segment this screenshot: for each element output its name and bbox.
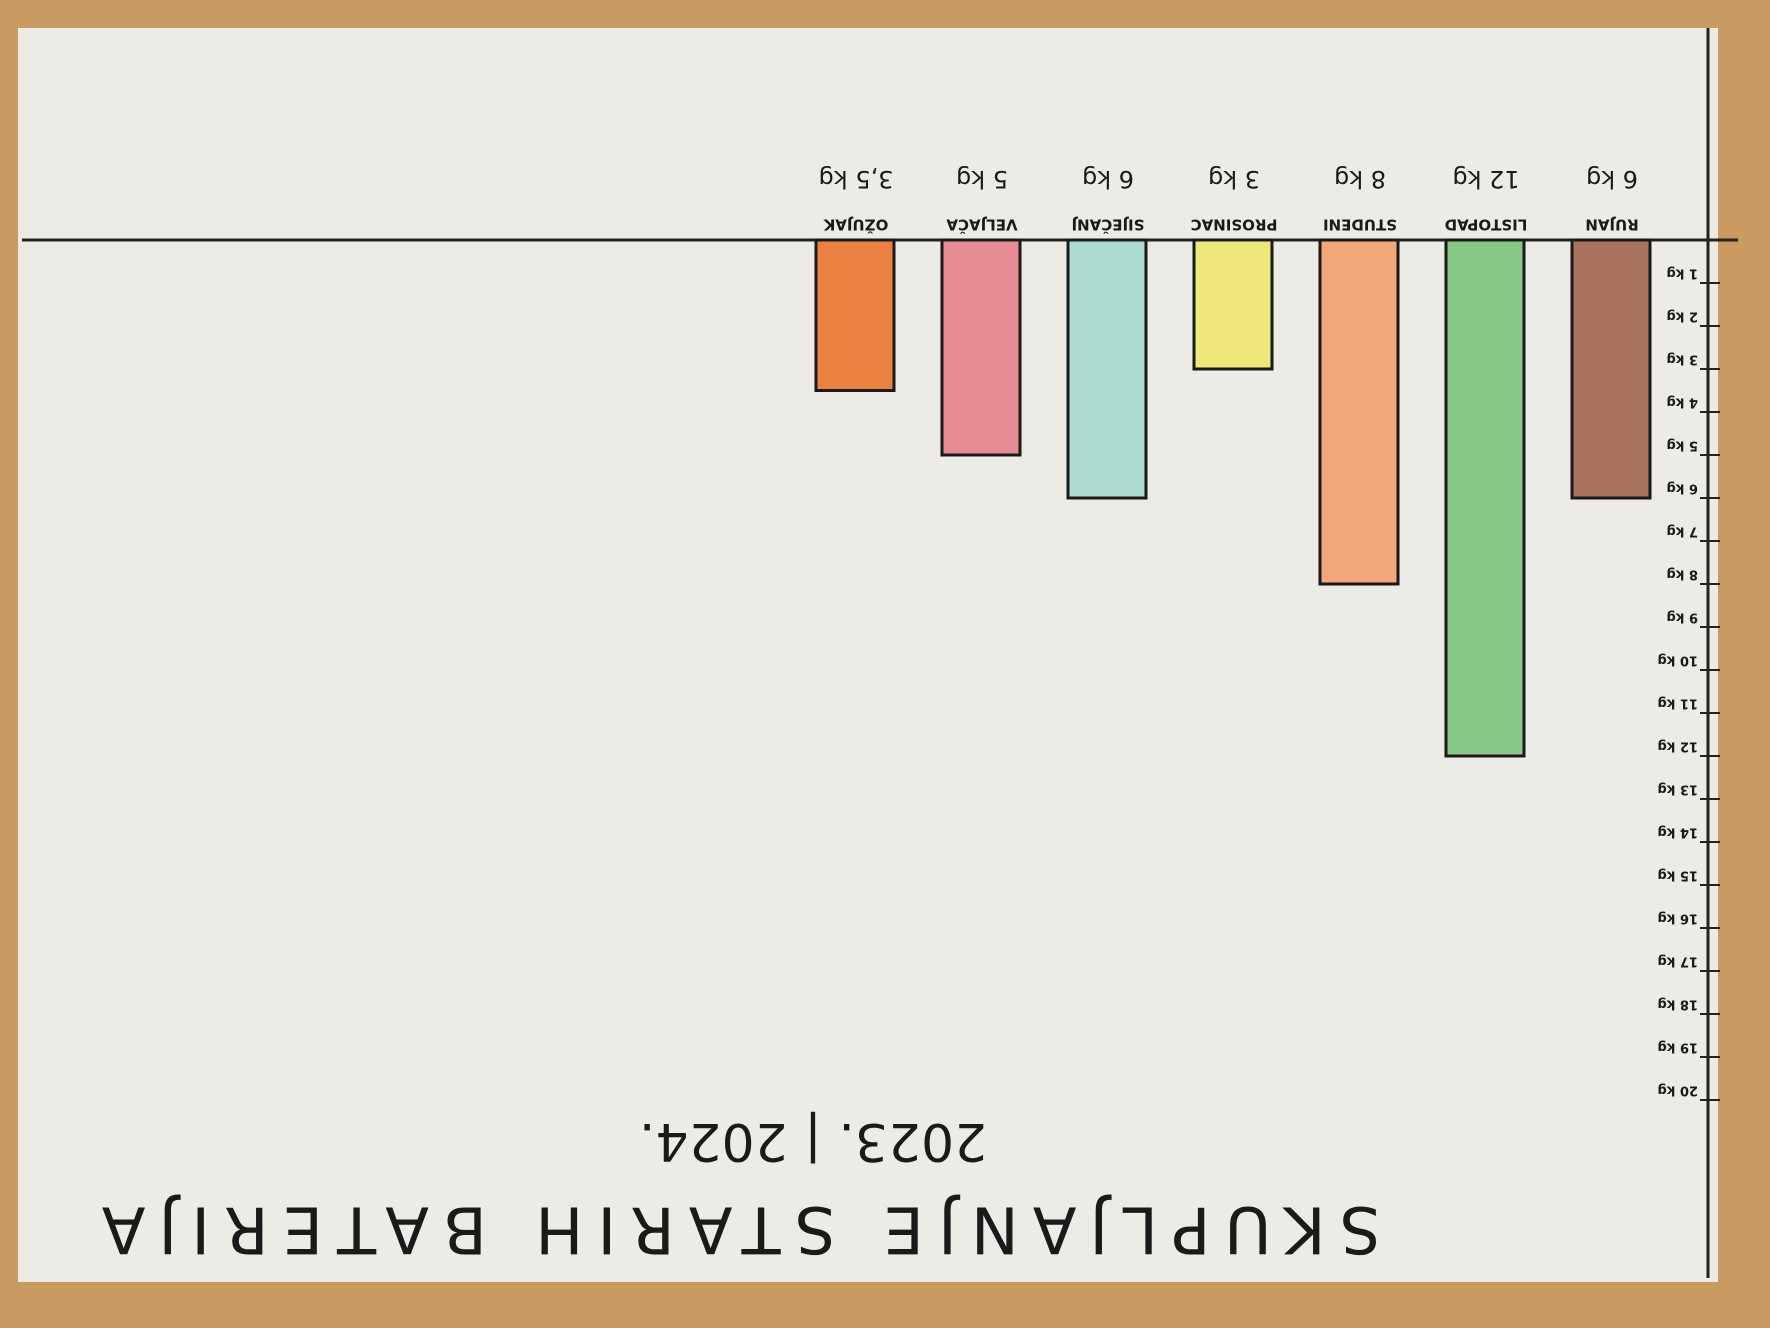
y-tick-label: 8 kg: [1666, 567, 1698, 582]
y-tick-label: 18 kg: [1657, 997, 1698, 1012]
y-tick-label: 15 kg: [1657, 868, 1698, 883]
value-label: 6 kg: [1586, 165, 1638, 193]
x-tick-label: PROSINAC: [1191, 216, 1278, 234]
x-tick-label: STUDENI: [1323, 216, 1397, 234]
bar: [940, 238, 1022, 457]
y-tick-label: 7 kg: [1666, 524, 1698, 539]
y-tick-label: 5 kg: [1666, 438, 1698, 453]
y-tick-label: 3 kg: [1666, 352, 1698, 367]
bar: [1570, 238, 1652, 500]
y-tick-label: 20 kg: [1657, 1083, 1698, 1098]
value-label: 5 kg: [956, 165, 1008, 193]
y-tick-label: 16 kg: [1657, 911, 1698, 926]
chart-title: SKUPLJANJE STARIH BATERIJA: [88, 1191, 1381, 1265]
y-tick-label: 6 kg: [1666, 481, 1698, 496]
y-tick-label: 1 kg: [1666, 266, 1698, 281]
bar: [1318, 238, 1400, 586]
y-tick-label: 14 kg: [1657, 825, 1698, 840]
y-tick-label: 4 kg: [1666, 395, 1698, 410]
paper: [18, 28, 1718, 1282]
value-label: 8 kg: [1334, 165, 1386, 193]
y-tick-label: 10 kg: [1657, 653, 1698, 668]
value-label: 3 kg: [1208, 165, 1260, 193]
x-tick-label: SIJEČANJ: [1072, 216, 1145, 235]
chart-subtitle: 2023. | 2024.: [639, 1111, 987, 1171]
x-tick-label: LISTOPAD: [1445, 216, 1528, 234]
bar: [1066, 238, 1148, 500]
y-tick-label: 13 kg: [1657, 782, 1698, 797]
y-tick-label: 9 kg: [1666, 610, 1698, 625]
chart: SKUPLJANJE STARIH BATERIJA 2023. | 2024.…: [18, 28, 1738, 1282]
value-label: 6 kg: [1082, 165, 1134, 193]
value-label: 3,5 kg: [819, 165, 894, 193]
bar: [1444, 238, 1526, 758]
y-tick-label: 12 kg: [1657, 739, 1698, 754]
y-tick-label: 2 kg: [1666, 309, 1698, 324]
y-tick-label: 17 kg: [1657, 954, 1698, 969]
x-tick-label: VELJAČA: [946, 216, 1018, 235]
x-tick-label: RUJAN: [1585, 216, 1638, 234]
y-tick-label: 11 kg: [1657, 696, 1698, 711]
x-tick-label: OŽUJAK: [822, 216, 888, 235]
bar: [1192, 238, 1274, 371]
value-label: 12 kg: [1452, 165, 1519, 193]
bar: [814, 238, 896, 392]
y-tick-label: 19 kg: [1657, 1040, 1698, 1055]
